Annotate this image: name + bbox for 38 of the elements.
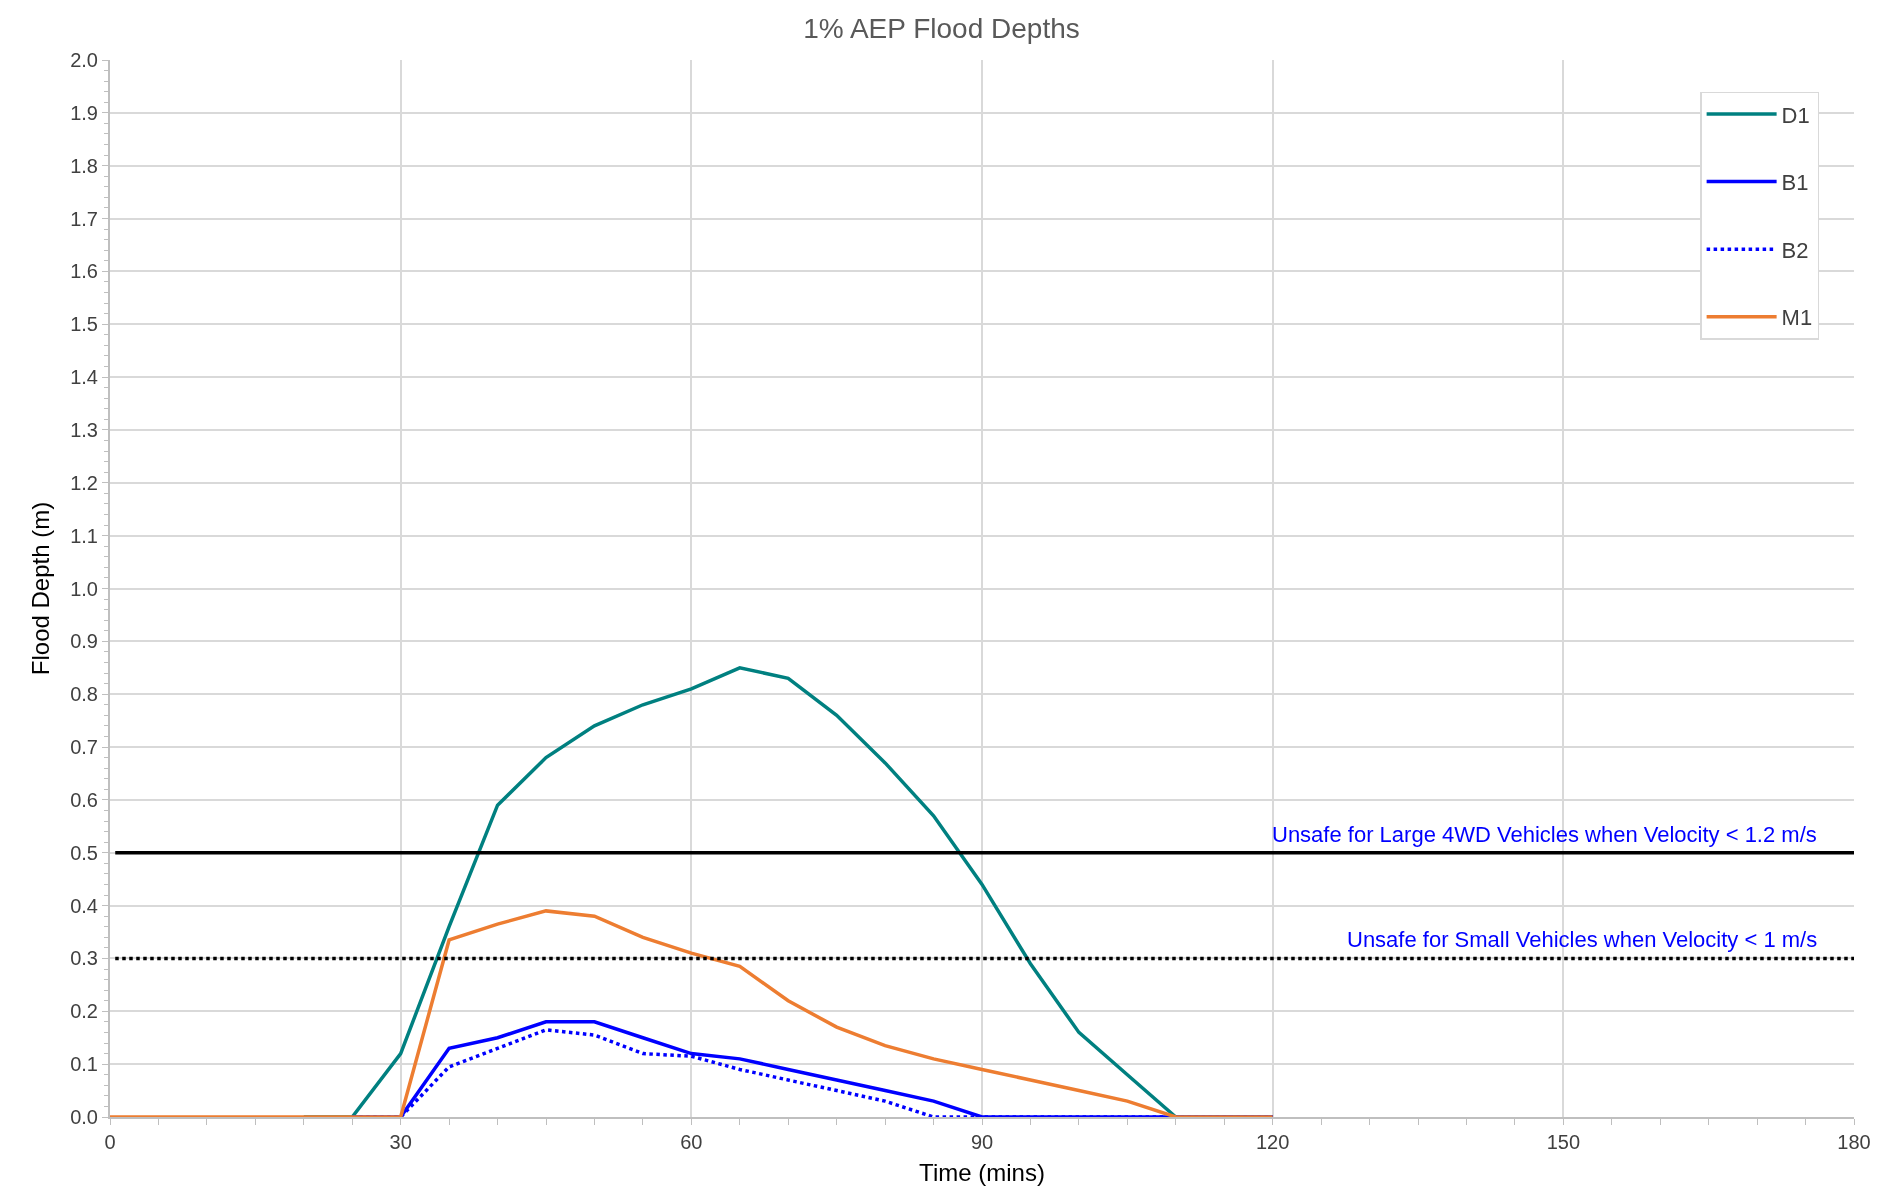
chart-title: 1% AEP Flood Depths	[803, 12, 1080, 44]
y-tick-label: 0.5	[70, 841, 98, 864]
y-tick-label: 0.7	[70, 736, 98, 759]
y-tick-label: 1.0	[70, 577, 98, 600]
y-tick-label: 1.6	[70, 260, 98, 283]
x-tick-label: 180	[1837, 1131, 1871, 1153]
y-tick-label: 1.4	[70, 366, 98, 389]
y-tick-label: 1.8	[70, 154, 98, 177]
x-axis-title: Time (mins)	[919, 1158, 1045, 1186]
y-tick-label: 1.1	[70, 524, 98, 547]
legend-label: B1	[1781, 170, 1809, 196]
legend-label: B2	[1781, 237, 1809, 263]
y-tick-label: 0.9	[70, 630, 98, 653]
y-tick-label: 0.8	[70, 683, 98, 706]
x-tick-label: 90	[970, 1131, 994, 1153]
y-tick-label: 1.9	[70, 101, 98, 124]
y-tick-label: 1.5	[70, 313, 98, 336]
x-tick-label: 150	[1546, 1131, 1581, 1153]
y-axis-title: Flood Depth (m)	[26, 501, 54, 676]
y-tick-label: 0.6	[70, 788, 98, 811]
y-tick-label: 0.2	[70, 1000, 98, 1023]
y-tick-label: 1.3	[70, 418, 98, 441]
x-tick-label: 30	[389, 1131, 412, 1153]
y-tick-label: 0.4	[70, 894, 98, 917]
x-tick-label: 60	[680, 1131, 703, 1153]
ref-line-label: Unsafe for Large 4WD Vehicles when Velocity < 1.2 m/s	[1272, 822, 1817, 847]
line-series	[110, 909, 1275, 1117]
x-tick-label: 120	[1255, 1131, 1290, 1153]
legend-label: M1	[1781, 305, 1813, 331]
y-tick-label: 2.0	[70, 49, 98, 71]
y-tick-label: 1.2	[70, 471, 98, 494]
y-tick-label: 1.7	[70, 207, 98, 230]
y-tick-label: 0.1	[70, 1053, 98, 1076]
legend-label: D1	[1781, 102, 1810, 128]
ref-line-label: Unsafe for Small Vehicles when Velocity < 1 m/s	[1347, 927, 1818, 952]
y-tick-label: 0.0	[70, 1106, 98, 1128]
y-tick-label: 0.3	[70, 947, 98, 970]
x-tick-label: 0	[104, 1131, 116, 1153]
